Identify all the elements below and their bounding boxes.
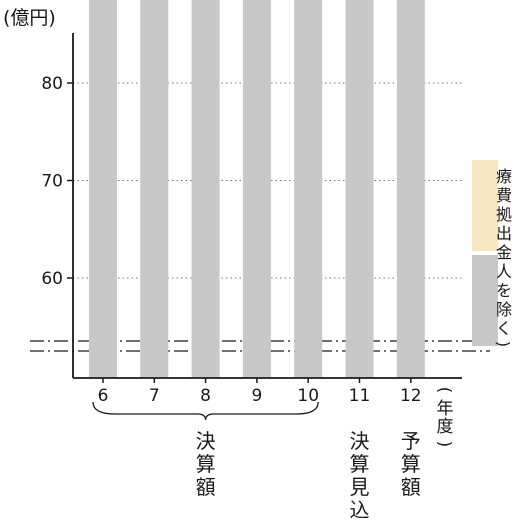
x-tick-label-8: 8 (200, 386, 211, 406)
group-brace (92, 401, 319, 421)
axes (67, 33, 462, 383)
legend-swatch-1 (472, 160, 498, 251)
x-tick-label-9: 9 (251, 386, 262, 406)
legend-char: 拠 (496, 205, 512, 224)
bar-lower-8 (191, 0, 220, 378)
x-tick-label-10: 10 (297, 386, 319, 406)
bar-lower-9 (242, 0, 271, 378)
x-unit-label: ( 年度) (434, 387, 454, 448)
x-tick-label-6: 6 (98, 386, 109, 406)
y-tick-label-70: 70 (41, 172, 63, 192)
legend-char: 出 (496, 224, 512, 243)
legend-swatch-2 (472, 255, 498, 346)
legend-char: 除 (496, 300, 512, 319)
group-label-char: 算 (196, 452, 216, 476)
legend-paren: ) (494, 341, 513, 347)
y-tick-label-80: 80 (41, 74, 63, 94)
bar-lower-7 (140, 0, 169, 378)
labels: 6070809010011012090.6億円696.2億円7103.6億円81… (41, 74, 454, 448)
y-tick-label-60: 60 (41, 269, 63, 289)
x-tick-label-11: 11 (349, 386, 371, 406)
x-tick-label-7: 7 (149, 386, 160, 406)
group-label-1: 決算額 (196, 429, 216, 499)
group-label-char: 込 (350, 498, 370, 522)
group-label-char: 算 (350, 452, 370, 476)
group-label-char: 決 (350, 429, 370, 453)
legend-char: く (496, 319, 512, 338)
group-label-char: 予 (401, 429, 421, 453)
legend-char: を (496, 281, 512, 300)
group-label-char: 額 (401, 475, 421, 499)
legend-char: 金 (496, 243, 512, 262)
legend-char: 人 (496, 262, 512, 281)
x-tick-label-12: 12 (400, 386, 422, 406)
bar-lower-6 (89, 0, 117, 378)
group-label-char: 算 (401, 452, 421, 476)
x-unit-char: 度 (437, 417, 454, 437)
group-label-char: 額 (196, 475, 216, 499)
bars (89, 0, 425, 378)
bar-lower-11 (345, 0, 374, 378)
x-unit-char: ( (434, 387, 454, 394)
x-unit-char: 年 (437, 399, 454, 419)
y-unit-label: (億円) (3, 7, 56, 29)
x-unit-char: ) (434, 441, 454, 448)
group-label-char: 見 (350, 475, 370, 499)
group-label-3: 予算額 (401, 429, 421, 499)
legend-char: 費 (496, 186, 512, 205)
bar-lower-12 (396, 0, 425, 378)
group-label-char: 決 (196, 429, 216, 453)
bar-lower-10 (294, 0, 323, 378)
legend-char: 療 (496, 167, 512, 186)
